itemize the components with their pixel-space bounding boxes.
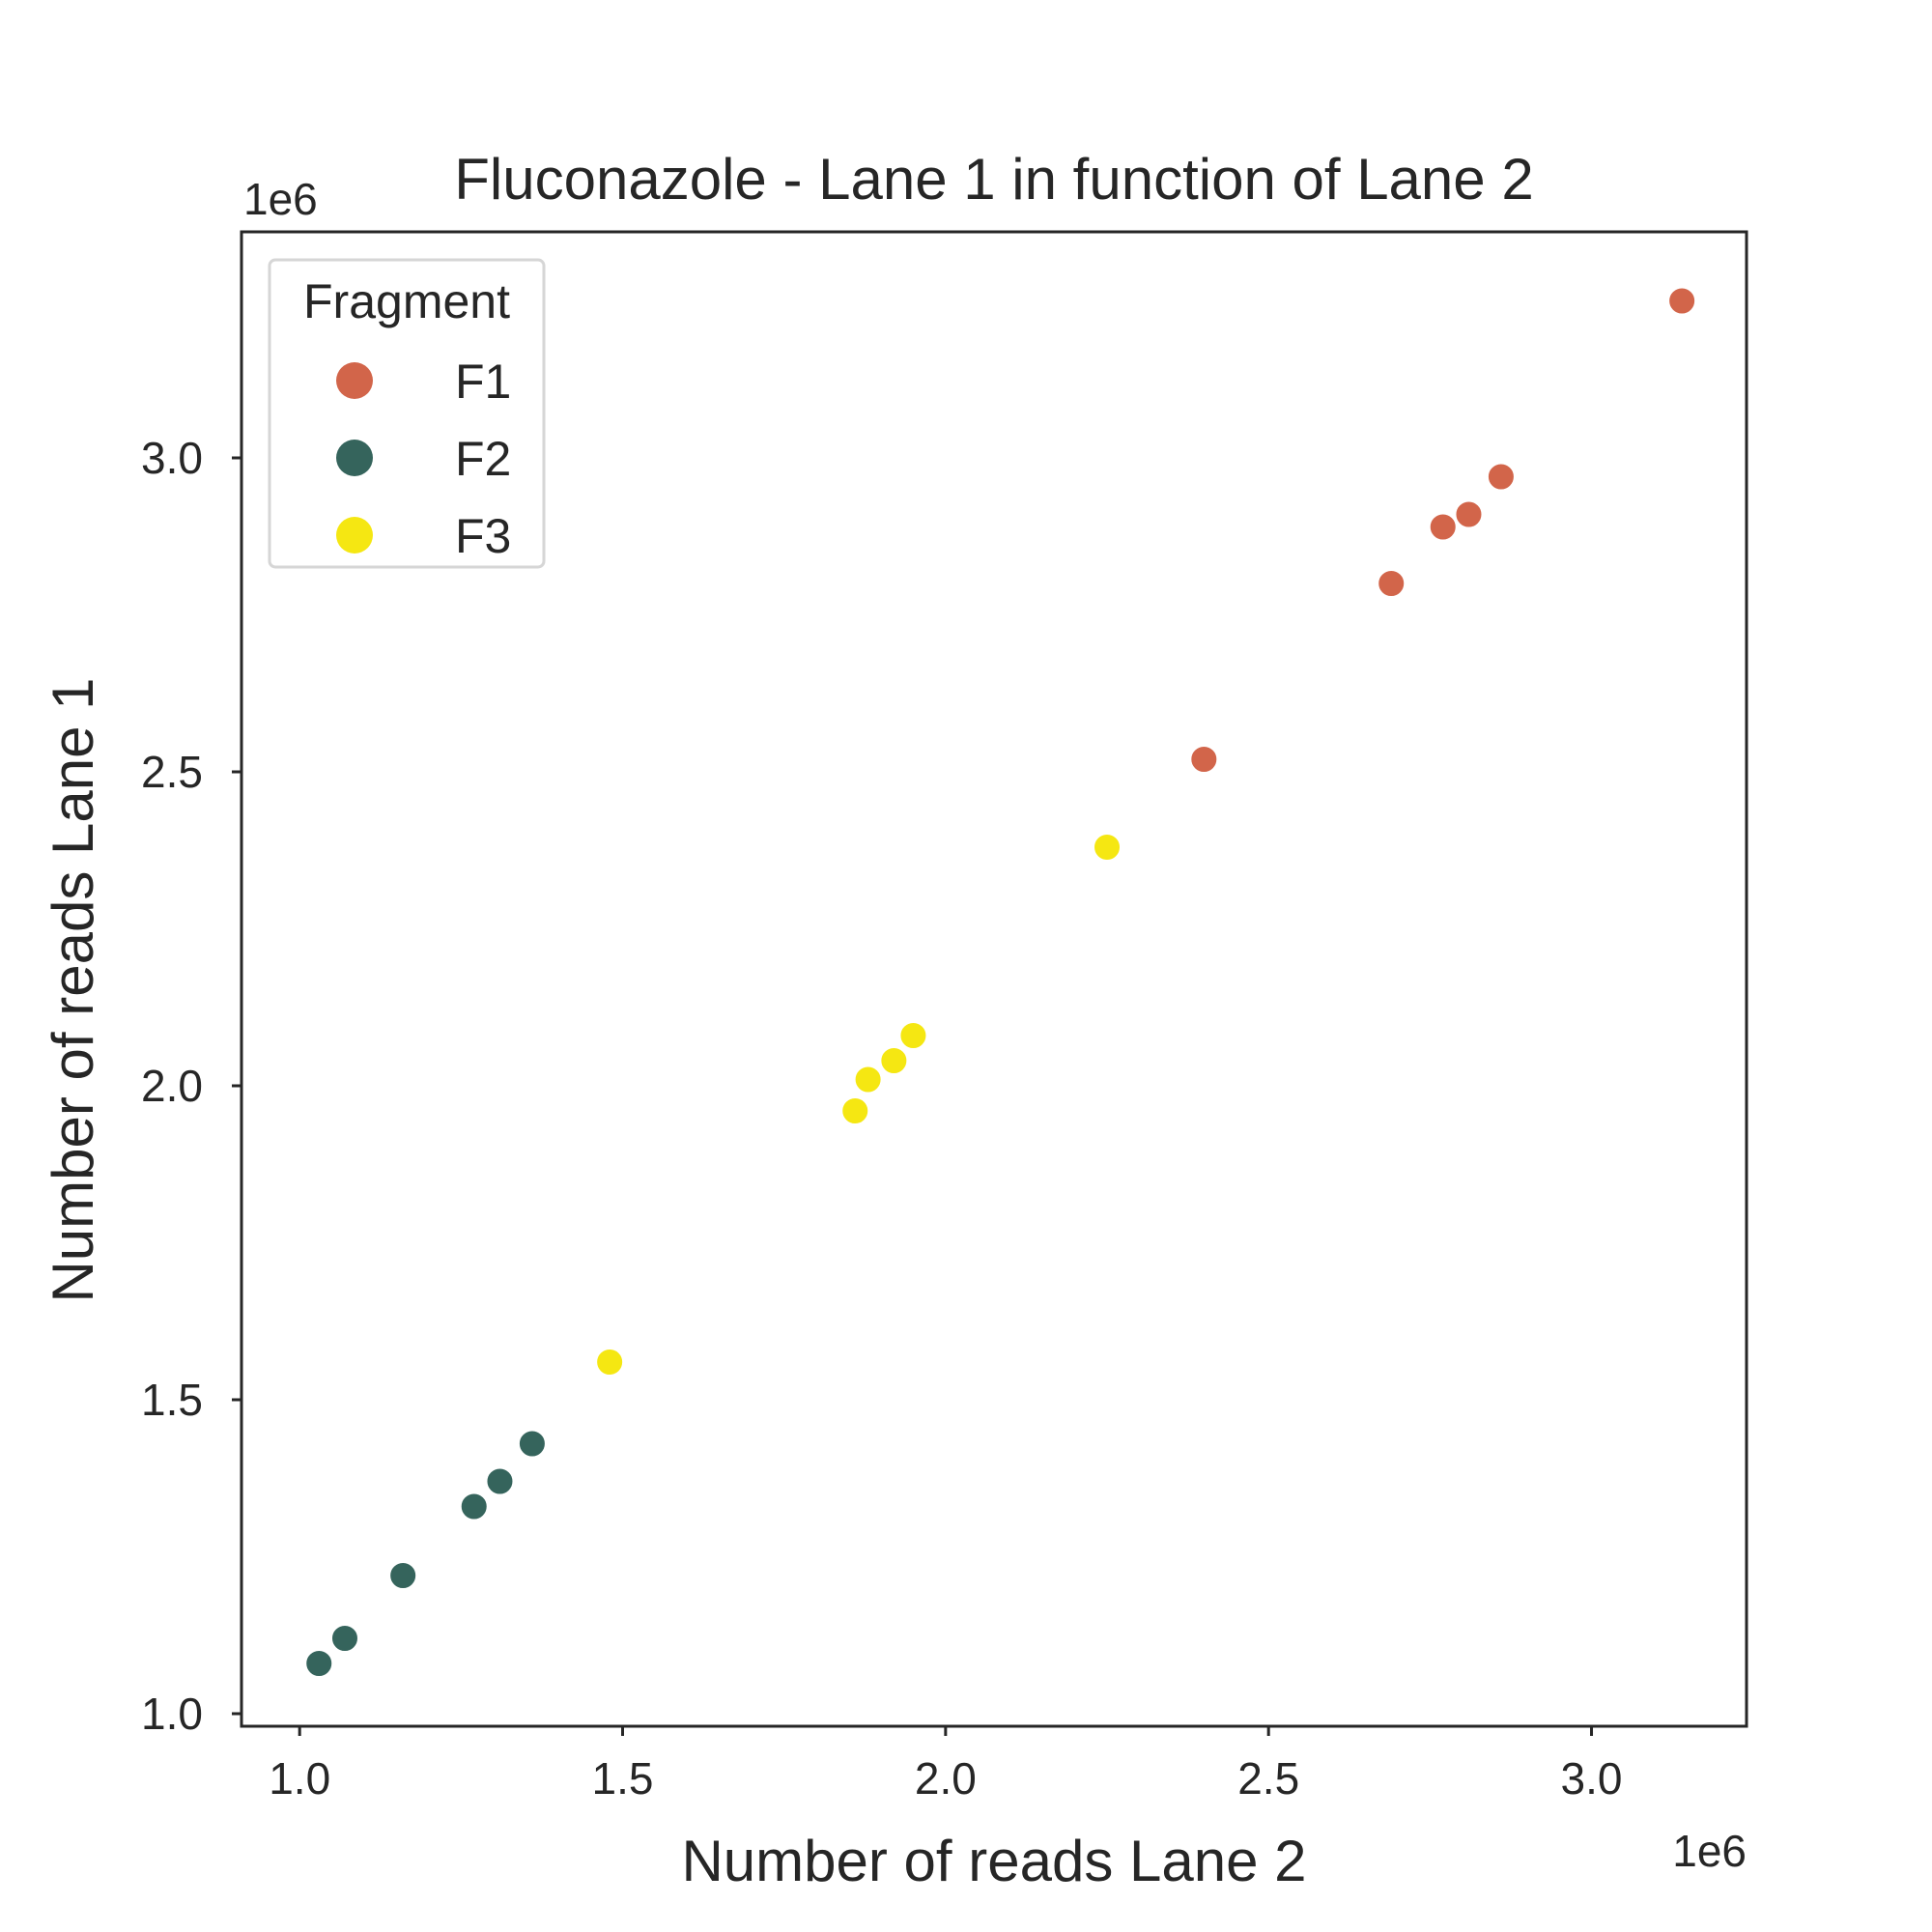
y-axis-offset-label: 1e6 <box>243 174 318 224</box>
legend-marker-f3 <box>336 517 373 554</box>
series-f2 <box>304 1429 547 1678</box>
data-point <box>304 1649 334 1678</box>
series-f1 <box>1189 286 1697 774</box>
plot-area <box>240 230 1748 1728</box>
series-f3 <box>595 833 1122 1377</box>
x-axis-offset-label: 1e6 <box>1672 1826 1747 1876</box>
x-tick-label: 1.5 <box>592 1753 654 1804</box>
data-point <box>1667 286 1697 316</box>
x-tick-label: 2.5 <box>1237 1753 1299 1804</box>
data-point <box>840 1096 870 1125</box>
data-point <box>853 1065 883 1094</box>
legend-marker-f1 <box>336 362 373 399</box>
legend-label-f1: F1 <box>455 355 511 409</box>
data-point <box>388 1561 418 1590</box>
data-point <box>485 1466 515 1496</box>
y-axis: 1.0 1.5 2.0 2.5 3.0 <box>141 433 242 1739</box>
data-point <box>898 1021 928 1050</box>
x-tick-label: 1.0 <box>269 1753 330 1804</box>
x-tick-label: 2.0 <box>915 1753 977 1804</box>
data-point <box>1486 462 1516 492</box>
data-point <box>1189 745 1219 774</box>
y-tick-label: 2.5 <box>141 747 203 797</box>
x-axis-label: Number of reads Lane 2 <box>681 1829 1306 1893</box>
legend-marker-f2 <box>336 440 373 476</box>
legend-label-f2: F2 <box>455 432 511 486</box>
plot-frame <box>240 230 1748 1728</box>
y-axis-label: Number of reads Lane 1 <box>41 677 105 1302</box>
legend: Fragment F1 F2 F3 <box>268 258 546 569</box>
chart-title: Fluconazole - Lane 1 in function of Lane… <box>454 147 1533 212</box>
x-axis: 1.0 1.5 2.0 2.5 3.0 <box>269 1726 1622 1804</box>
legend-title: Fragment <box>303 274 510 328</box>
data-point <box>1377 569 1406 598</box>
data-point <box>1428 512 1458 542</box>
x-tick-label: 3.0 <box>1561 1753 1623 1804</box>
y-tick-label: 2.0 <box>141 1061 203 1111</box>
data-point <box>595 1348 625 1377</box>
data-point <box>459 1492 489 1521</box>
y-tick-label: 1.0 <box>141 1689 203 1739</box>
y-tick-label: 3.0 <box>141 433 203 483</box>
data-point <box>329 1624 359 1653</box>
data-point <box>1093 833 1122 862</box>
data-point <box>517 1429 547 1459</box>
legend-label-f3: F3 <box>455 509 511 563</box>
data-point <box>1454 499 1484 529</box>
data-point <box>879 1046 909 1075</box>
legend-frame <box>268 258 546 569</box>
y-tick-label: 1.5 <box>141 1375 203 1425</box>
data-points <box>304 286 1697 1678</box>
